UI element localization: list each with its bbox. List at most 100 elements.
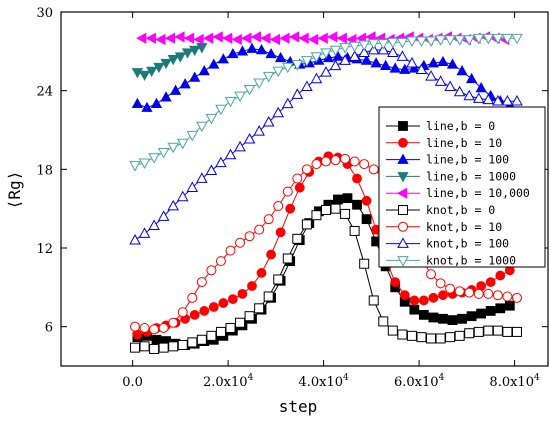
data-point — [158, 322, 169, 333]
legend-marker — [398, 205, 408, 215]
data-point — [215, 156, 227, 168]
data-point — [198, 64, 210, 76]
data-point — [193, 33, 204, 46]
data-point — [291, 60, 304, 71]
data-point — [453, 35, 466, 46]
series — [129, 33, 523, 172]
data-point — [189, 309, 200, 320]
data-point — [349, 156, 360, 167]
data-point — [148, 153, 160, 164]
data-point — [453, 85, 466, 97]
data-point — [311, 159, 322, 170]
data-point — [472, 92, 485, 103]
data-point — [265, 47, 277, 59]
data-point — [511, 33, 523, 45]
y-tick-labels: 6 12 18 24 30 — [36, 6, 53, 336]
data-point — [208, 58, 220, 69]
data-point — [406, 36, 418, 48]
data-point — [269, 33, 281, 46]
data-point — [262, 115, 275, 127]
plot-frame — [60, 11, 549, 367]
data-point — [301, 164, 312, 175]
data-point — [418, 295, 429, 306]
data-point — [415, 63, 428, 75]
data-point — [231, 33, 242, 46]
data-point — [260, 32, 271, 44]
data-point — [320, 156, 331, 167]
data-point — [224, 148, 237, 160]
data-point — [244, 231, 255, 242]
x-tick-label: 4.0x104 — [298, 373, 349, 390]
data-point — [138, 227, 151, 238]
legend-item: knot,b = 100 — [386, 237, 509, 251]
data-point — [301, 80, 313, 92]
data-point — [246, 42, 258, 53]
series-layer — [129, 31, 523, 354]
data-point — [281, 62, 294, 74]
data-point — [358, 46, 370, 57]
data-point — [208, 302, 219, 312]
y-axis-label: ⟨Rg⟩ — [5, 171, 24, 210]
data-point — [482, 33, 495, 45]
data-point — [320, 204, 331, 215]
data-point — [360, 54, 373, 65]
data-point — [131, 97, 144, 109]
data-point — [463, 35, 476, 46]
data-point — [206, 330, 217, 341]
data-point — [292, 173, 303, 184]
x-tick-label: 0.0 — [122, 375, 143, 390]
data-point — [203, 32, 214, 44]
legend-label: line,b = 10 — [426, 136, 502, 150]
data-point — [370, 57, 382, 68]
data-point — [348, 41, 361, 53]
data-point — [501, 33, 514, 45]
y-tick-label: 24 — [36, 85, 53, 100]
data-point — [145, 32, 156, 44]
data-point — [224, 96, 237, 108]
data-point — [454, 286, 465, 297]
data-point — [399, 63, 411, 74]
data-point — [454, 330, 465, 341]
data-point — [160, 91, 172, 102]
data-point — [330, 203, 341, 214]
data-point — [187, 337, 198, 348]
data-point — [199, 306, 210, 316]
data-point — [444, 35, 456, 46]
data-point — [327, 31, 338, 43]
data-point — [183, 32, 195, 44]
data-point — [359, 258, 370, 269]
data-point — [310, 72, 323, 84]
data-point — [437, 55, 449, 67]
legend-label: line,b = 10,000 — [426, 186, 530, 200]
data-point — [196, 172, 208, 183]
data-point — [217, 53, 229, 64]
data-point — [262, 71, 275, 83]
data-point — [279, 32, 290, 44]
data-point — [435, 278, 446, 289]
data-point — [196, 121, 208, 133]
data-point — [291, 88, 304, 99]
data-point — [130, 321, 141, 332]
data-point — [168, 341, 179, 352]
data-point — [301, 56, 313, 67]
data-point — [358, 40, 370, 51]
data-point — [174, 52, 186, 63]
data-point — [130, 342, 141, 353]
data-point — [427, 57, 440, 68]
data-point — [285, 203, 296, 214]
data-point — [418, 309, 429, 320]
data-point — [336, 32, 347, 44]
data-point — [155, 33, 166, 46]
data-point — [282, 253, 293, 264]
data-point — [255, 44, 268, 55]
data-point — [272, 106, 285, 118]
data-point — [473, 288, 484, 299]
data-point — [169, 84, 182, 95]
data-point — [446, 58, 459, 69]
data-point — [426, 333, 437, 344]
data-point — [492, 33, 504, 45]
data-point — [483, 325, 494, 336]
data-point — [136, 32, 147, 44]
data-point — [215, 104, 227, 116]
data-point — [329, 45, 342, 57]
